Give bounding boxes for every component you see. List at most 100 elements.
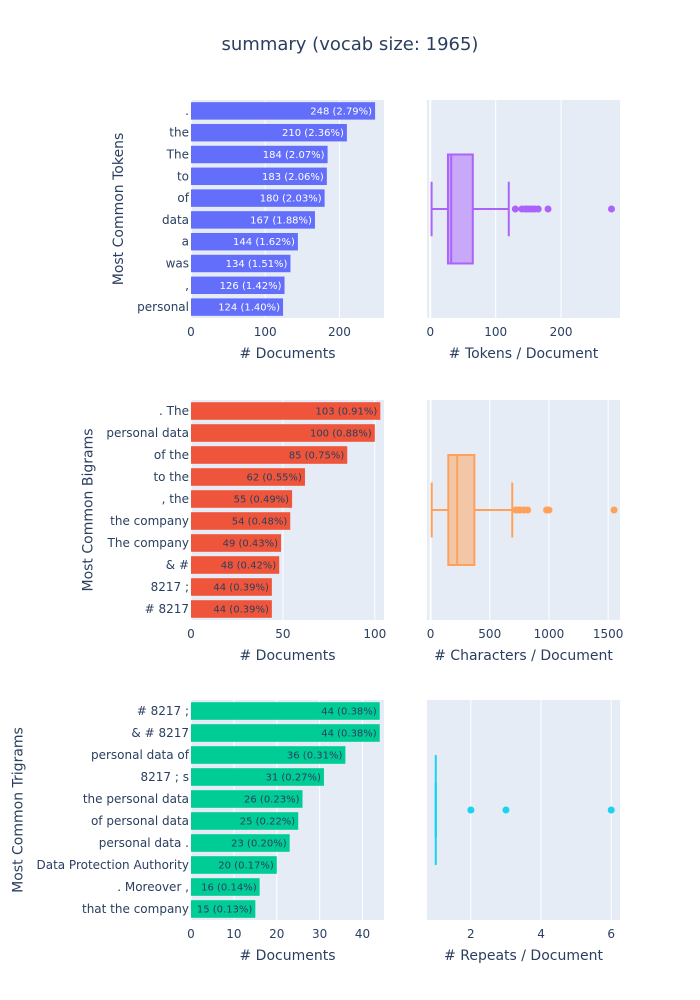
x-tick-label: 500 <box>478 627 501 641</box>
bar-value-label: 16 (0.14%) <box>201 883 257 894</box>
bar <box>191 512 291 530</box>
category-label: of the <box>154 448 189 462</box>
category-label: . The <box>159 404 189 418</box>
bar-chart-2: 0 50 100 # Documents . The 103 (0.91%) persona… <box>80 400 386 664</box>
x-tick-label: 0 <box>187 927 195 941</box>
y-axis-title: Most Common Trigrams <box>10 727 26 893</box>
bar-value-label: 44 (0.38%) <box>321 707 377 718</box>
bar-value-label: 15 (0.13%) <box>197 905 253 916</box>
category-label: # 8217 ; <box>137 704 189 718</box>
bar-value-label: 126 (1.42%) <box>220 281 282 292</box>
bar-value-label: 36 (0.31%) <box>287 751 343 762</box>
figure-title: summary (vocab size: 1965) <box>222 34 479 55</box>
category-label: 8217 ; s <box>141 770 189 784</box>
category-label: the personal data <box>83 792 189 806</box>
x-axis-title: # Characters / Document <box>434 648 613 664</box>
bar <box>191 468 305 486</box>
category-label: & # <box>166 558 189 572</box>
bar <box>191 298 284 316</box>
bar <box>191 702 380 720</box>
bar <box>191 556 280 574</box>
bar-value-label: 248 (2.79%) <box>310 106 372 117</box>
bar-value-label: 48 (0.42%) <box>221 561 277 572</box>
bar <box>191 856 277 874</box>
bar <box>191 600 272 618</box>
category-label: data <box>162 213 189 227</box>
outlier-point <box>607 806 615 814</box>
x-tick-label: 200 <box>550 325 573 339</box>
category-label: that the company <box>82 902 189 916</box>
bar-value-label: 100 (0.88%) <box>310 429 372 440</box>
x-tick-label: 100 <box>484 325 507 339</box>
bar <box>191 102 376 120</box>
bar <box>191 167 327 186</box>
bar-value-label: 103 (0.91%) <box>315 407 377 418</box>
bar <box>191 834 290 852</box>
bar <box>191 812 299 830</box>
category-label: , the <box>162 492 189 506</box>
bar-value-label: 44 (0.39%) <box>213 583 269 594</box>
x-tick-label: 0 <box>187 627 195 641</box>
x-tick-label: 20 <box>269 927 284 941</box>
bar-value-label: 20 (0.17%) <box>218 861 274 872</box>
bar <box>191 254 291 273</box>
category-label: . Moreover , <box>117 880 189 894</box>
bar <box>191 900 256 918</box>
bar-value-label: 62 (0.55%) <box>246 473 302 484</box>
box-plot-3: 2 4 6 # Repeats / Document <box>427 700 620 964</box>
category-label: . <box>185 104 189 118</box>
y-axis-title: Most Common Tokens <box>111 133 127 286</box>
x-axis-title: # Documents <box>239 346 335 362</box>
bar-value-label: 124 (1.40%) <box>218 303 280 314</box>
category-label: , <box>185 278 189 292</box>
bar <box>191 276 285 295</box>
outlier-point <box>511 205 519 213</box>
x-axis-title: # Repeats / Document <box>444 948 603 964</box>
category-label: personal data <box>106 426 189 440</box>
category-label: 8217 ; <box>151 580 189 594</box>
x-tick-label: 2 <box>467 927 475 941</box>
x-tick-label: 0 <box>426 325 434 339</box>
bar <box>191 446 348 464</box>
category-label: of personal data <box>91 814 189 828</box>
bar <box>191 768 324 786</box>
x-tick-label: 4 <box>537 927 545 941</box>
outlier-point <box>544 205 552 213</box>
x-tick-label: 200 <box>328 325 351 339</box>
outlier-point <box>610 506 618 514</box>
x-tick-label: 1500 <box>593 627 624 641</box>
x-tick-label: 6 <box>607 927 615 941</box>
bar-value-label: 85 (0.75%) <box>289 451 345 462</box>
bar-value-label: 183 (2.06%) <box>262 172 324 183</box>
bar <box>191 578 272 596</box>
bar-value-label: 49 (0.43%) <box>223 539 279 550</box>
bar <box>191 724 380 742</box>
x-axis-title: # Tokens / Document <box>449 346 599 362</box>
y-axis-title: Most Common Bigrams <box>80 428 96 591</box>
outlier-point <box>502 806 510 814</box>
bar <box>191 145 328 164</box>
bar-value-label: 184 (2.07%) <box>263 150 325 161</box>
bar-value-label: 26 (0.23%) <box>244 795 300 806</box>
category-label: was <box>166 257 189 271</box>
bar <box>191 790 303 808</box>
x-tick-label: 100 <box>363 627 386 641</box>
category-label: the company <box>110 514 189 528</box>
bar-value-label: 54 (0.48%) <box>232 517 288 528</box>
category-label: to the <box>153 470 189 484</box>
bar <box>191 189 325 207</box>
x-axis-title: # Documents <box>239 948 335 964</box>
category-label: personal data . <box>99 836 189 850</box>
category-label: personal data of <box>91 748 190 762</box>
x-tick-label: 10 <box>226 927 241 941</box>
x-tick-label: 40 <box>355 927 370 941</box>
bar-value-label: 180 (2.03%) <box>260 194 322 205</box>
category-label: a <box>182 235 189 249</box>
x-tick-label: 30 <box>312 927 327 941</box>
category-label: & # 8217 <box>131 726 189 740</box>
category-label: of <box>177 191 189 205</box>
bar-chart-3: 0 10 20 30 40 # Documents # 8217 ; 44 (0.38%) & … <box>10 700 384 964</box>
bar <box>191 232 298 251</box>
x-tick-label: 50 <box>275 627 290 641</box>
bar <box>191 534 282 552</box>
